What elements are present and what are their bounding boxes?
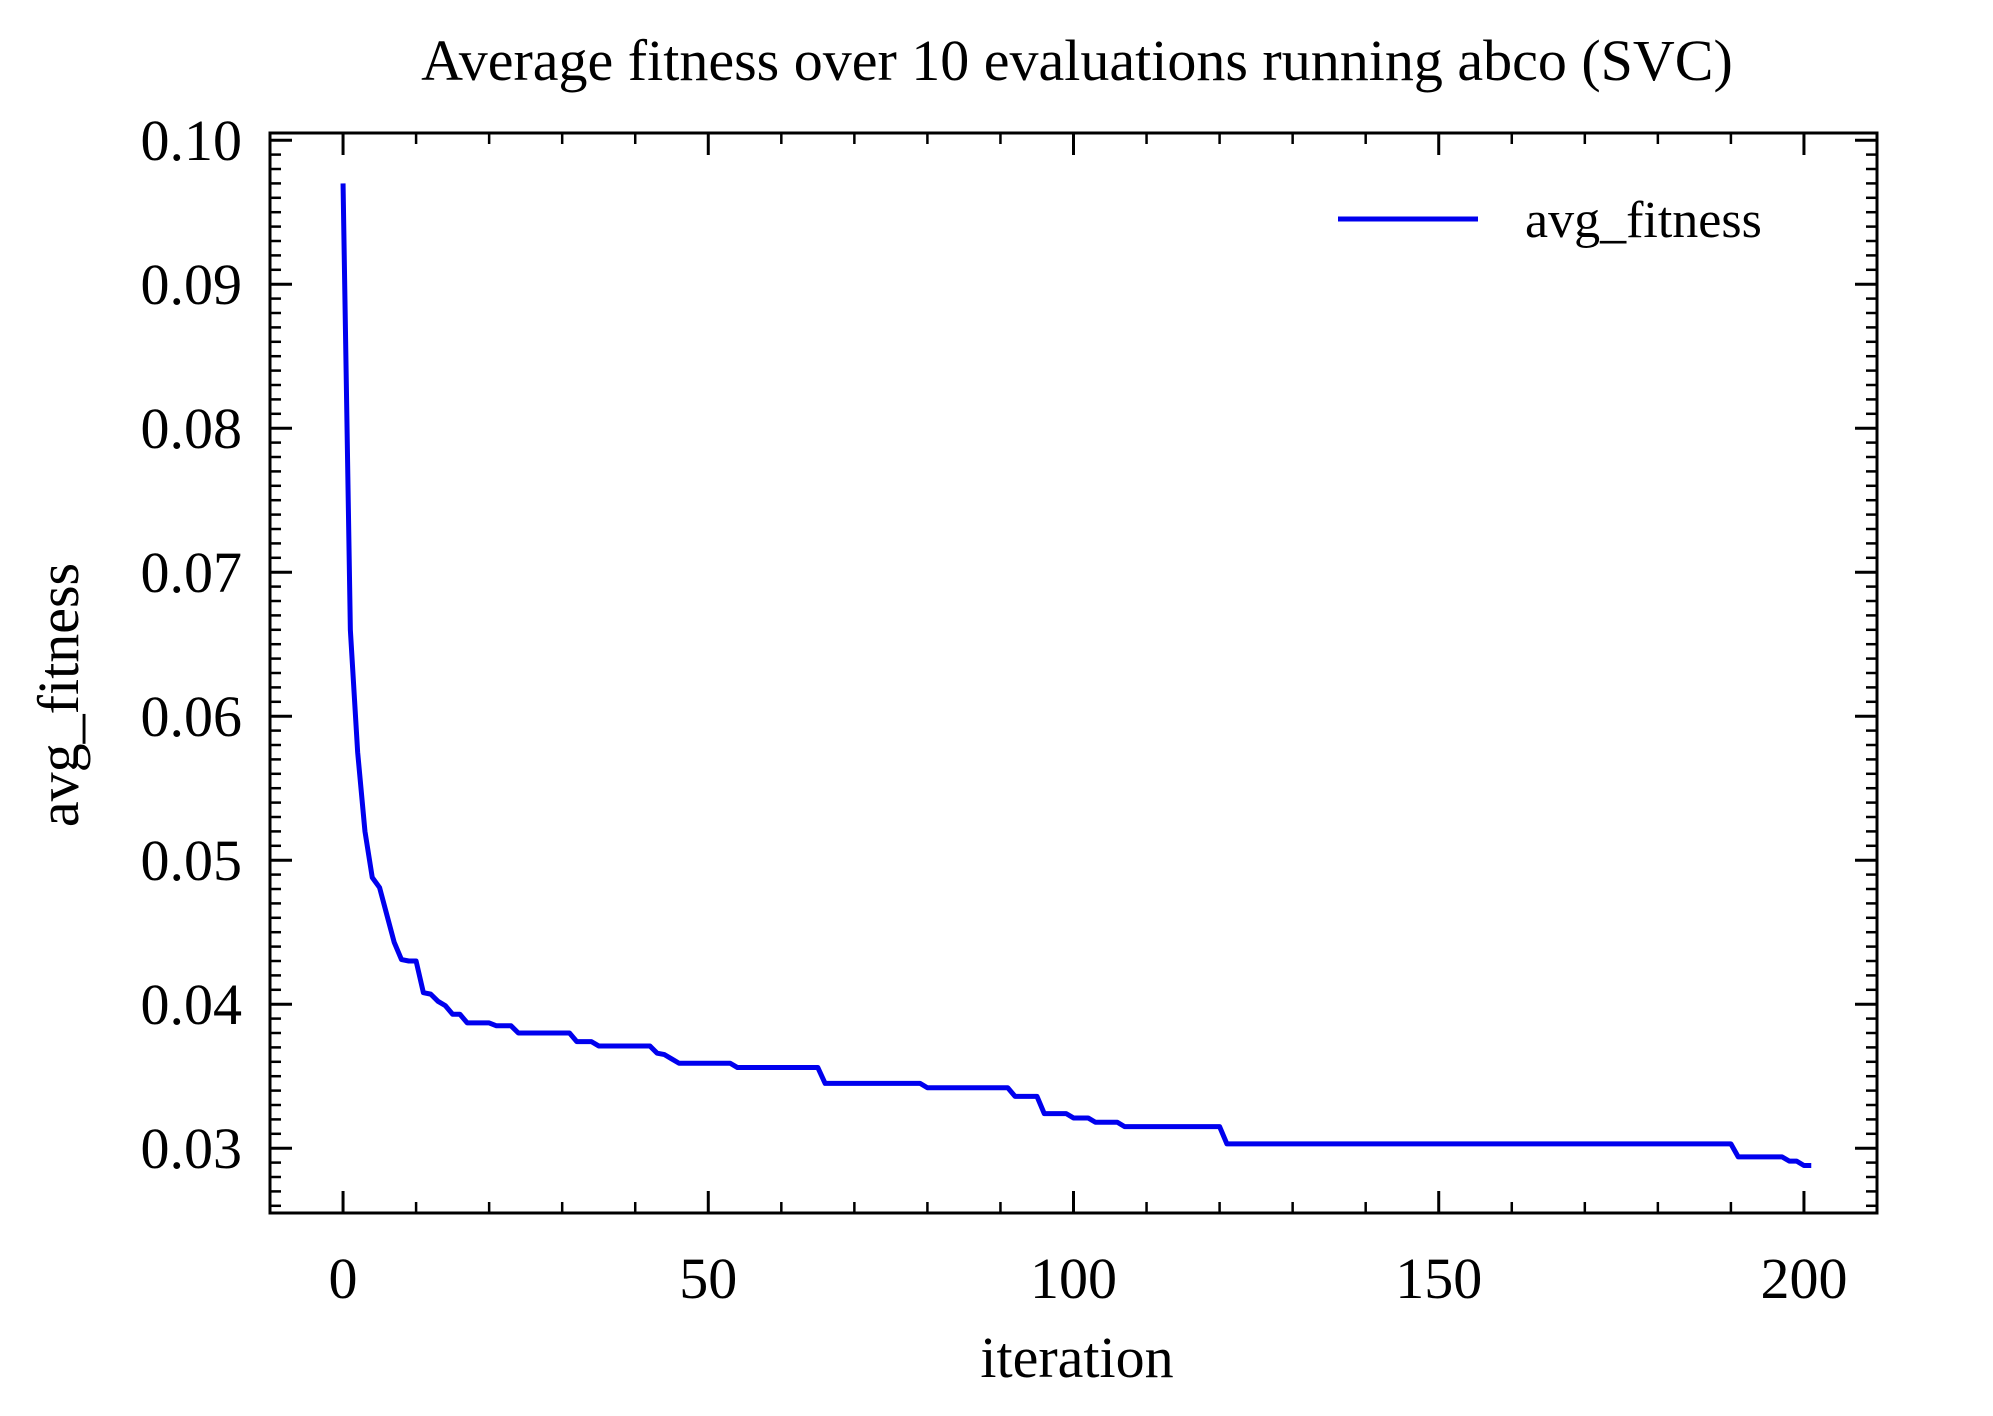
series-line-avg-fitness [340, 183, 1812, 1168]
x-axis-label: iteration [980, 1325, 1173, 1390]
y-tick-label: 0.03 [141, 1116, 243, 1181]
y-tick-label: 0.04 [141, 972, 243, 1037]
x-tick-label: 50 [679, 1246, 737, 1311]
axis-ticks [268, 133, 1879, 1213]
y-tick-label: 0.06 [141, 684, 243, 749]
x-tick-label: 200 [1760, 1246, 1847, 1311]
plot-frame [268, 131, 1879, 1215]
y-tick-label: 0.08 [141, 396, 243, 461]
y-tick-label: 0.07 [141, 540, 243, 605]
x-tick-labels: 0 50 100 150 200 [329, 1246, 1848, 1311]
x-tick-label: 0 [329, 1246, 358, 1311]
y-tick-label: 0.09 [141, 252, 243, 317]
x-tick-label: 100 [1030, 1246, 1117, 1311]
y-tick-label: 0.05 [141, 828, 243, 893]
legend: avg_fitness [1338, 192, 1762, 249]
legend-label-avg-fitness: avg_fitness [1525, 192, 1762, 249]
y-axis-label: avg_fitness [26, 563, 91, 827]
x-tick-label: 150 [1395, 1246, 1482, 1311]
y-tick-label: 0.10 [141, 108, 243, 173]
chart-title: Average fitness over 10 evaluations runn… [421, 28, 1733, 93]
y-tick-labels: 0.03 0.04 0.05 0.06 0.07 0.08 0.09 0.10 [141, 108, 243, 1181]
plot-area [340, 183, 1812, 1168]
